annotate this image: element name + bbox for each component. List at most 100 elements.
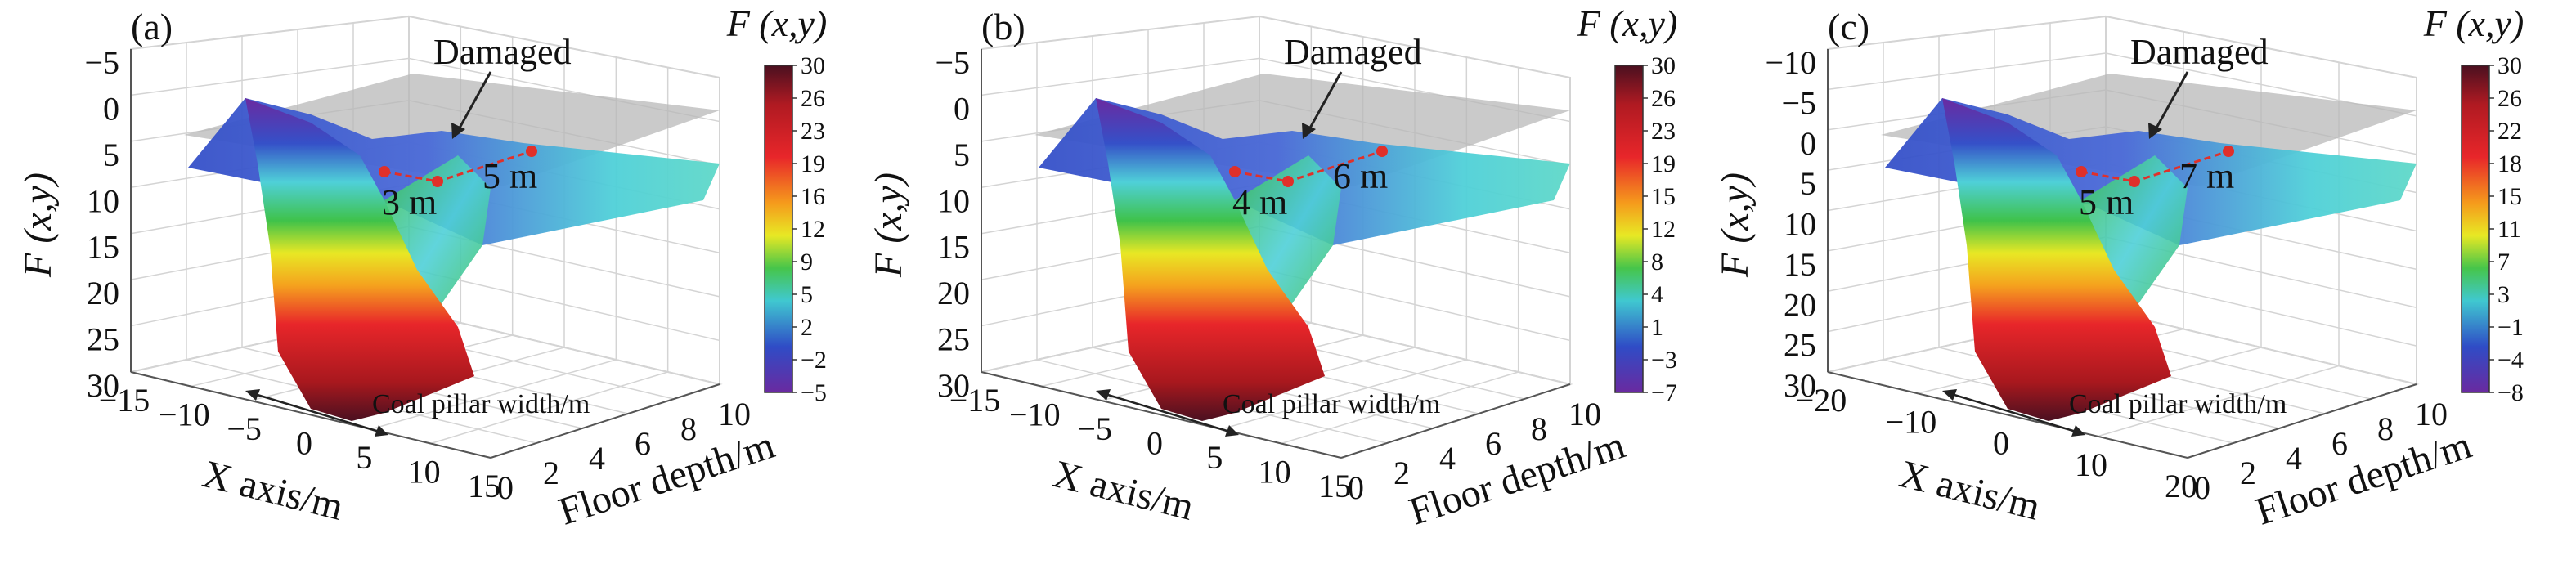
- pillar-arrow-right: [375, 425, 388, 437]
- z-tick-label: −5: [935, 44, 970, 81]
- z-tick-label: −5: [1781, 84, 1816, 121]
- damaged-arrow-head: [451, 123, 465, 139]
- annotation-depth-far: 5 m: [482, 156, 537, 196]
- pillar-width-line: [1099, 391, 1236, 435]
- grid-line: [2097, 365, 2340, 437]
- annotation-depth-near: 5 m: [2079, 182, 2134, 222]
- colorbar-tick-label: 23: [1651, 118, 1676, 145]
- z-axis-label: F (x,y): [1713, 172, 1757, 278]
- colorbar-tick-label: 4: [1651, 281, 1663, 308]
- x-axis-label: X axis/m: [1896, 452, 2044, 529]
- x-tick-label: 10: [2075, 446, 2107, 483]
- grid-line: [408, 310, 720, 385]
- depth-marker-3: [1376, 146, 1388, 157]
- y-tick-label: 8: [2377, 410, 2394, 447]
- y-tick-label: 10: [2415, 396, 2448, 432]
- annotation-depth-near: 3 m: [382, 182, 437, 222]
- damaged-arrow-head: [2148, 123, 2162, 139]
- y-tick-label: 8: [680, 410, 697, 447]
- panel-label: (a): [131, 6, 173, 47]
- grid-line: [1827, 16, 2107, 50]
- surface-wall: [1235, 155, 1341, 327]
- grid-line: [130, 16, 410, 50]
- z-tick-label: 25: [937, 321, 970, 358]
- z-tick-label: 15: [1784, 246, 1816, 283]
- grid-line: [2105, 310, 2417, 385]
- depth-marker-2: [1282, 176, 1294, 187]
- colorbar-tick-label: 19: [801, 150, 825, 177]
- x-tick-label: 15: [1318, 468, 1351, 504]
- z-tick-label: −5: [84, 44, 119, 81]
- y-tick-label: 10: [718, 396, 751, 432]
- grid-line: [1259, 310, 1571, 385]
- y-axis-label: Floor depth/m: [554, 423, 779, 534]
- y-tick-label: 6: [635, 425, 651, 462]
- x-tick-label: 10: [1259, 454, 1291, 491]
- damaged-arrow: [456, 71, 492, 132]
- y-axis-label: Floor depth/m: [2251, 423, 2476, 534]
- x-tick-label: −10: [1886, 403, 1937, 440]
- x-tick-label: 10: [408, 454, 441, 491]
- y-tick-label: 4: [2286, 440, 2302, 477]
- surface-wall: [384, 155, 491, 327]
- x-axis-line: [130, 371, 491, 459]
- damaged-arrow: [1307, 71, 1343, 132]
- surface-wall: [2081, 155, 2188, 327]
- colorbar-tick-label: 22: [2497, 118, 2522, 145]
- colorbar-title: F (x,y): [2423, 2, 2524, 44]
- pillar-arrow-left: [1942, 389, 1957, 401]
- colorbar-tick-label: 12: [801, 216, 825, 243]
- annotation-depth-far: 6 m: [1333, 156, 1388, 196]
- x-tick-label: 15: [468, 468, 500, 504]
- colorbar-tick-label: −3: [1651, 347, 1677, 374]
- surface-pit: [1096, 98, 1325, 421]
- grid-line: [1281, 371, 1519, 445]
- pillar-arrow-right: [1225, 425, 1239, 437]
- colorbar-tick-label: 12: [1651, 216, 1676, 243]
- grid-line: [130, 57, 410, 96]
- panel-label: (c): [1828, 6, 1869, 47]
- surface-pit: [245, 98, 474, 421]
- z-tick-label: 5: [954, 137, 970, 173]
- y-tick-label: 8: [1531, 410, 1547, 447]
- damaged-arrow-head: [1302, 123, 1316, 139]
- y-tick-label: 6: [2331, 425, 2348, 462]
- colorbar: [764, 65, 793, 393]
- y-tick-label: 10: [1568, 396, 1601, 432]
- annotation-depth-near: 4 m: [1232, 182, 1287, 222]
- pillar-arrow-left: [1096, 389, 1111, 401]
- y-tick-label: 0: [1348, 469, 1364, 506]
- depth-marker-1: [2076, 166, 2087, 177]
- x-tick-label: −5: [227, 410, 262, 447]
- x-axis-line: [1827, 371, 2188, 459]
- annotation-depth-far: 7 m: [2179, 156, 2234, 196]
- z-tick-label: 0: [103, 90, 119, 127]
- pillar-arrow-left: [245, 389, 260, 401]
- annotation-damaged: Damaged: [1284, 32, 1422, 72]
- colorbar-tick-label: −7: [1651, 379, 1677, 406]
- depth-marker-1: [379, 166, 390, 177]
- y-axis-line: [2187, 383, 2417, 459]
- grid-line: [430, 371, 668, 445]
- annotation-pillar-width: Coal pillar width/m: [372, 389, 590, 419]
- x-tick-label: −10: [1009, 397, 1061, 433]
- z-tick-label: 30: [87, 367, 119, 404]
- surface-pit: [1942, 98, 2171, 421]
- colorbar-tick-label: 7: [2497, 249, 2510, 276]
- colorbar-tick-label: −5: [801, 379, 827, 406]
- z-tick-label: 20: [1784, 286, 1816, 323]
- colorbar-tick-label: 11: [2497, 216, 2521, 243]
- annotation-pillar-width: Coal pillar width/m: [2069, 389, 2287, 419]
- colorbar-tick-label: 26: [2497, 85, 2522, 112]
- x-axis-line: [981, 371, 1342, 459]
- damaged-arrow: [2153, 71, 2189, 132]
- annotation-damaged: Damaged: [2130, 32, 2269, 72]
- colorbar-tick-label: 3: [2497, 281, 2510, 308]
- x-tick-label: −15: [99, 382, 150, 419]
- x-axis-label: X axis/m: [1049, 452, 1198, 529]
- z-tick-label: 20: [937, 275, 970, 311]
- z-axis-label: F (x,y): [16, 172, 60, 278]
- colorbar-tick-label: 30: [2497, 52, 2522, 79]
